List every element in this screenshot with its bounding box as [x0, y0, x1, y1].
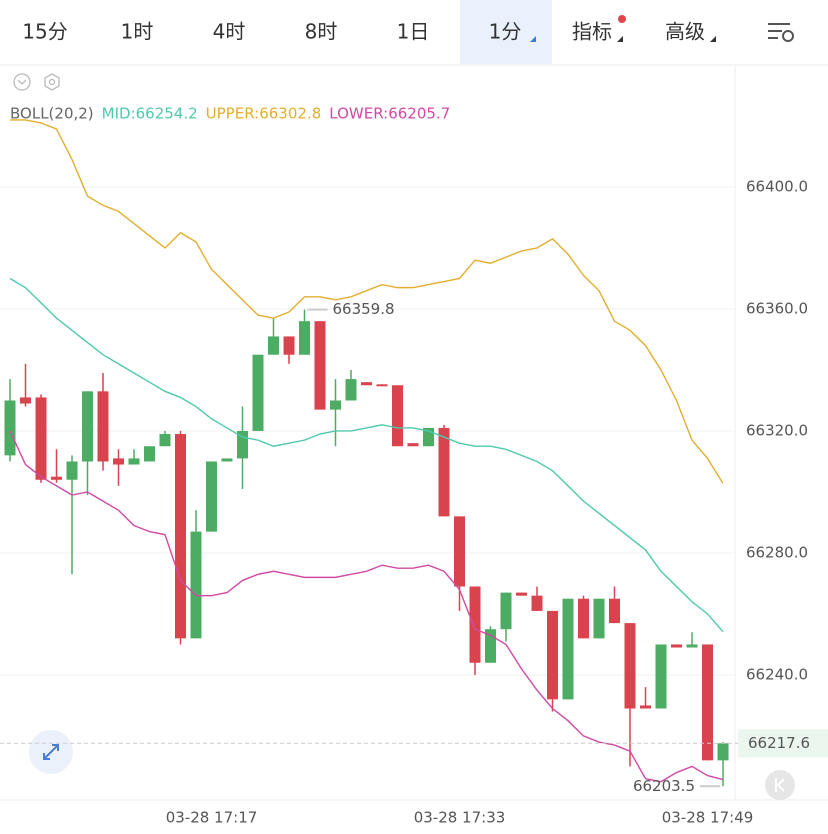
tab[interactable]: 8时: [305, 20, 338, 44]
candle-body: [113, 458, 124, 465]
candle-body: [361, 382, 372, 386]
candle-body: [35, 397, 47, 480]
y-tick-label: 66360.0: [746, 299, 808, 317]
tab[interactable]: 高级: [665, 20, 705, 44]
candle-body: [283, 336, 295, 355]
tab[interactable]: 1时: [121, 20, 154, 44]
candle-body: [686, 644, 698, 648]
candle-body: [423, 427, 434, 447]
legend-entry: LOWER:66205.7: [329, 105, 450, 123]
candle-body: [237, 430, 248, 459]
candle-body: [314, 321, 326, 410]
candle-body: [485, 629, 496, 663]
candle-body: [20, 397, 31, 404]
candle-body: [51, 476, 62, 480]
candle-body: [97, 391, 109, 462]
candle-body: [299, 321, 310, 355]
candle-body: [82, 391, 93, 462]
toolbar-icons[interactable]: [13, 73, 60, 91]
indicator-label: BOLL(20,2): [10, 105, 94, 123]
candle-body: [624, 623, 636, 709]
candle-body: [578, 598, 589, 639]
candle-body: [609, 598, 620, 624]
legend-entry: UPPER:66302.8: [206, 105, 322, 123]
candle-body: [144, 446, 155, 462]
tab[interactable]: 4时: [213, 20, 246, 44]
candle-body: [640, 705, 651, 709]
candle-body: [345, 379, 357, 401]
tab-bar: 15分 1时 4时 8时 1日 1分 指标 高级: [22, 0, 716, 64]
candle-body: [206, 461, 217, 532]
candle-body: [469, 586, 481, 663]
tab[interactable]: 指标: [572, 20, 612, 44]
min-label: 66203.5: [633, 777, 695, 795]
tab[interactable]: 1分: [489, 20, 522, 44]
x-tick-label: 03-28 17:49: [662, 809, 754, 827]
boll-line: [10, 119, 724, 484]
candle-body: [531, 595, 543, 611]
candle-body: [252, 354, 264, 431]
y-tick-label: 66400.0: [746, 177, 808, 195]
candle-body: [655, 644, 667, 709]
candle-body: [4, 400, 16, 456]
last-price-box: [738, 729, 828, 758]
expand-button[interactable]: [29, 730, 73, 774]
candle-body: [128, 458, 140, 465]
candle-body: [66, 461, 78, 480]
candle-body: [330, 400, 341, 410]
candle-body: [500, 592, 512, 630]
candle-body: [702, 644, 713, 761]
candle-body: [376, 384, 388, 387]
scroll-end-button[interactable]: [765, 770, 795, 800]
y-tick-label: 66320.0: [746, 421, 808, 439]
candle-body: [268, 336, 279, 355]
settings-icon[interactable]: [768, 23, 794, 42]
legend-entry: MID:66254.2: [102, 105, 198, 123]
tab[interactable]: 15分: [22, 20, 67, 44]
last-price-label: 66217.6: [748, 734, 810, 752]
y-tick-label: 66280.0: [746, 543, 808, 561]
candle-body: [221, 458, 233, 462]
y-tick-label: 66240.0: [746, 665, 808, 683]
tab[interactable]: 1日: [397, 20, 430, 44]
active-tab-bg: [460, 0, 552, 64]
candle-body: [438, 427, 450, 517]
dropdown-caret: [530, 36, 536, 42]
candle-body: [454, 516, 465, 587]
dropdown-caret: [617, 36, 623, 42]
candle-body: [516, 592, 527, 596]
candle-body: [562, 598, 574, 700]
candle-body: [392, 385, 403, 447]
candle-body: [190, 531, 202, 639]
boll-line: [9, 277, 724, 633]
notice-dot: [618, 15, 626, 23]
candle-body: [159, 434, 171, 447]
x-tick-label: 03-28 17:33: [414, 809, 506, 827]
candle-body: [547, 610, 558, 700]
candle-body: [407, 443, 419, 447]
dropdown-caret: [710, 36, 716, 42]
max-label: 66359.8: [333, 300, 395, 318]
candle-body: [717, 743, 729, 761]
x-tick-label: 03-28 17:17: [166, 809, 258, 827]
candle-body: [593, 598, 605, 639]
candle-body: [671, 644, 682, 648]
candle-body: [175, 434, 186, 639]
